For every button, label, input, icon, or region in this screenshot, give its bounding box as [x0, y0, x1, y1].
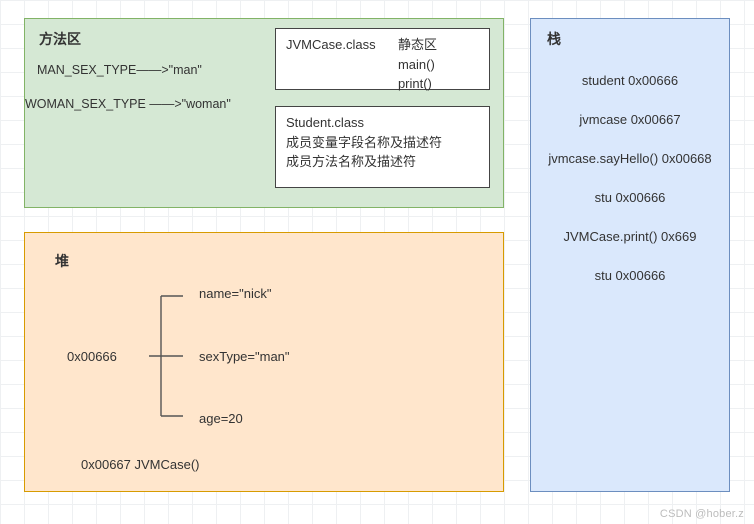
bracket-icon	[147, 286, 187, 426]
stack-frame: stu 0x00666	[539, 190, 721, 205]
jvmcase-class-name: JVMCase.class	[286, 35, 398, 83]
watermark-text: CSDN @hober.z	[660, 508, 744, 520]
stack-frame: stu 0x00666	[539, 268, 721, 283]
student-class-name: Student.class	[286, 113, 479, 133]
print-method-label: print()	[398, 74, 479, 94]
student-class-box: Student.class 成员变量字段名称及描述符 成员方法名称及描述符	[275, 106, 490, 188]
heap-region: 堆 0x00666 name="nick" sexType="man" age=…	[24, 232, 504, 492]
jvmcase-class-box: JVMCase.class 静态区 main() print()	[275, 28, 490, 90]
heap-field-name: name="nick"	[199, 286, 290, 301]
student-methods-desc: 成员方法名称及描述符	[286, 152, 479, 172]
stack-frame: student 0x00666	[539, 73, 721, 88]
heap-object-tree: 0x00666 name="nick" sexType="man" age=20	[67, 281, 487, 431]
stack-region: 栈 student 0x00666 jvmcase 0x00667 jvmcas…	[530, 18, 730, 492]
stack-frame: jvmcase 0x00667	[539, 112, 721, 127]
main-method-label: main()	[398, 55, 479, 75]
heap-field-age: age=20	[199, 411, 290, 426]
stack-frame: JVMCase.print() 0x669	[539, 229, 721, 244]
heap-jvmcase-instance: 0x00667 JVMCase()	[81, 457, 487, 472]
stack-frame: jvmcase.sayHello() 0x00668	[539, 151, 721, 166]
heap-object-addr: 0x00666	[67, 349, 147, 364]
stack-title: 栈	[547, 29, 721, 49]
heap-field-sextype: sexType="man"	[199, 349, 290, 364]
student-fields-desc: 成员变量字段名称及描述符	[286, 133, 479, 153]
static-area-label: 静态区	[398, 35, 479, 55]
heap-title: 堆	[55, 251, 487, 271]
